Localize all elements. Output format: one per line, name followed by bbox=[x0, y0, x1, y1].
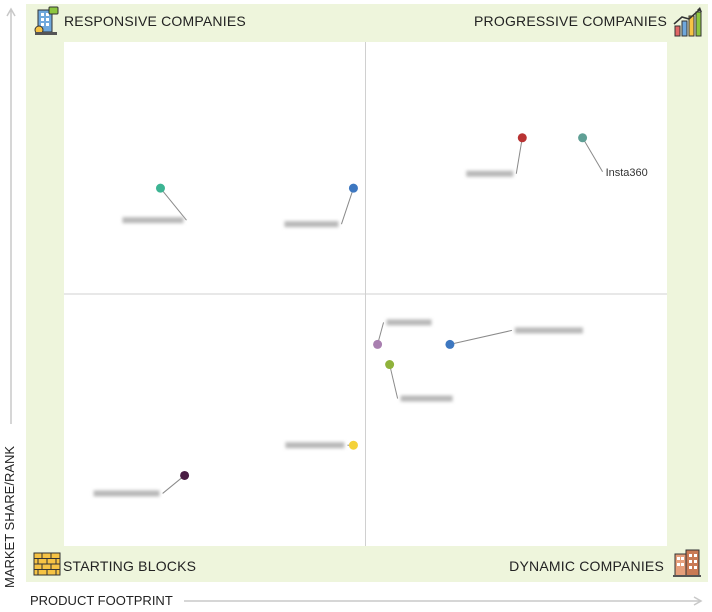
leader-line bbox=[160, 187, 187, 221]
leader-line bbox=[515, 137, 523, 174]
leader-line bbox=[162, 475, 185, 494]
quadrant-label-progressive: PROGRESSIVE COMPANIES bbox=[474, 13, 667, 29]
quadrant-label-dynamic: DYNAMIC COMPANIES bbox=[509, 558, 664, 574]
quadrant-label-responsive: RESPONSIVE COMPANIES bbox=[64, 13, 246, 29]
data-point bbox=[578, 133, 588, 143]
point-label: Insta360 bbox=[606, 167, 648, 179]
x-axis-arrow bbox=[184, 596, 703, 606]
blurred-label bbox=[285, 442, 345, 449]
blurred-label bbox=[122, 217, 184, 224]
blurred-label bbox=[400, 395, 453, 402]
blurred-label bbox=[386, 319, 432, 326]
data-point bbox=[155, 183, 165, 193]
blurred-label bbox=[284, 221, 339, 228]
growth-chart-icon bbox=[673, 7, 702, 37]
data-point bbox=[180, 470, 190, 480]
y-axis-arrow bbox=[6, 7, 16, 424]
leader-line bbox=[449, 329, 513, 345]
x-axis-label: PRODUCT FOOTPRINT bbox=[30, 593, 173, 608]
quadrant-label-starting-blocks: STARTING BLOCKS bbox=[63, 558, 197, 574]
data-point bbox=[373, 339, 383, 349]
data-point bbox=[385, 360, 395, 370]
blurred-label bbox=[466, 170, 514, 177]
brick-wall-icon bbox=[33, 552, 61, 576]
leader-line bbox=[582, 137, 604, 173]
leader-line bbox=[389, 364, 399, 399]
city-buildings-icon bbox=[673, 549, 701, 577]
blurred-label bbox=[514, 327, 583, 334]
data-point bbox=[348, 183, 358, 193]
office-building-icon bbox=[34, 6, 59, 35]
blurred-label bbox=[93, 490, 160, 497]
data-point bbox=[517, 133, 527, 143]
data-point bbox=[348, 440, 358, 450]
leader-line bbox=[340, 188, 354, 225]
data-point bbox=[445, 339, 455, 349]
